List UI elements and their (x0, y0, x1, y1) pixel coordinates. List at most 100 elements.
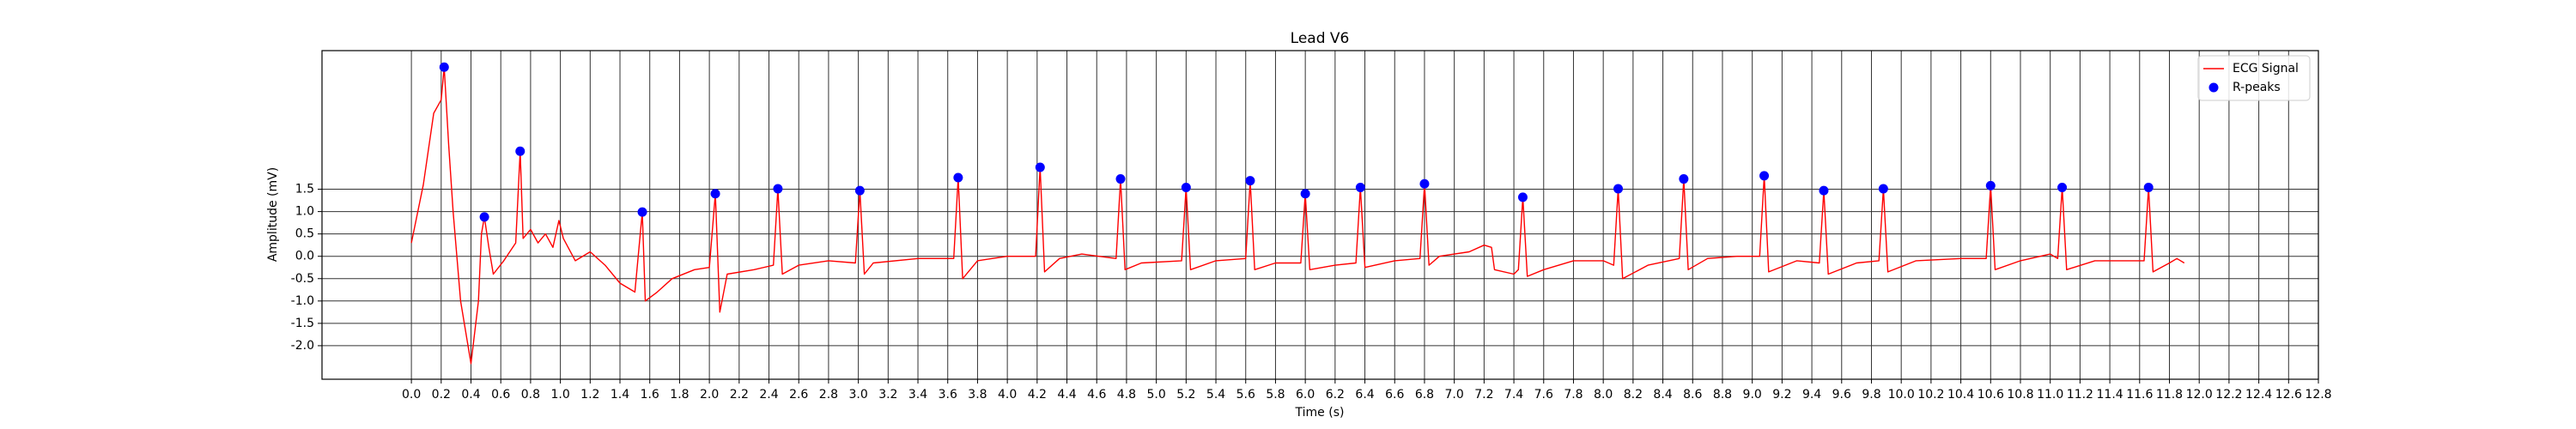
y-tick-label: 0.5 (295, 227, 314, 241)
x-tick-label: 9.6 (1832, 388, 1851, 402)
r-peak (2057, 182, 2068, 192)
r-peak (953, 172, 963, 183)
x-tick-label: 12.8 (2305, 388, 2331, 402)
x-tick-label: 0.4 (461, 388, 480, 402)
x-tick-label: 3.6 (939, 388, 957, 402)
r-peak (1245, 176, 1255, 186)
x-tick-label: 3.8 (968, 388, 987, 402)
ecg-line (410, 66, 2185, 365)
x-tick-label: 11.0 (2037, 388, 2063, 402)
r-peak (1181, 182, 1191, 192)
x-tick-label: 9.4 (1802, 388, 1821, 402)
y-tick-label: 1.5 (295, 183, 314, 196)
legend-label: ECG Signal (2233, 62, 2299, 76)
r-peak (1819, 185, 1829, 196)
x-tick-label: 1.4 (611, 388, 629, 402)
x-tick-label: 3.2 (878, 388, 897, 402)
r-peak (479, 212, 489, 222)
legend-marker (2208, 82, 2219, 93)
x-tick-label: 2.8 (819, 388, 838, 402)
x-tick-label: 9.2 (1772, 388, 1791, 402)
x-tick-label: 3.0 (848, 388, 867, 402)
x-tick-label: 0.6 (491, 388, 510, 402)
x-tick-label: 6.6 (1385, 388, 1404, 402)
y-tick-label: -2.0 (291, 339, 314, 353)
r-peak (1115, 174, 1126, 184)
y-tick-label: 1.0 (295, 205, 314, 219)
legend-label: R-peaks (2233, 81, 2281, 94)
r-peak (1878, 184, 1888, 194)
x-tick-label: 8.2 (1624, 388, 1643, 402)
x-tick-label: 1.6 (641, 388, 659, 402)
x-tick-label: 2.6 (789, 388, 808, 402)
x-tick-label: 9.0 (1743, 388, 1762, 402)
x-tick-label: 11.8 (2156, 388, 2183, 402)
x-tick-label: 0.8 (521, 388, 540, 402)
r-peak (710, 189, 720, 199)
r-peak (854, 185, 865, 196)
x-tick-label: 7.0 (1445, 388, 1464, 402)
x-tick-label: 11.2 (2067, 388, 2093, 402)
x-tick-label: 12.6 (2275, 388, 2302, 402)
x-tick-label: 8.4 (1653, 388, 1672, 402)
r-peak (515, 146, 526, 156)
r-peak (1419, 178, 1430, 189)
x-tick-label: 7.6 (1534, 388, 1553, 402)
x-tick-label: 5.2 (1176, 388, 1195, 402)
x-tick-label: 2.2 (730, 388, 749, 402)
x-tick-label: 6.2 (1326, 388, 1345, 402)
r-peak (439, 62, 449, 72)
x-tick-label: 8.8 (1713, 388, 1732, 402)
x-axis-label: Time (s) (1295, 406, 1345, 420)
y-tick-label: -1.5 (291, 317, 314, 330)
x-tick-label: 4.0 (998, 388, 1017, 402)
r-peak (773, 184, 783, 194)
r-peak (1355, 182, 1365, 192)
x-tick-label: 10.6 (1978, 388, 2004, 402)
x-tick-label: 6.4 (1355, 388, 1374, 402)
x-tick-label: 11.6 (2126, 388, 2153, 402)
x-tick-label: 11.4 (2097, 388, 2123, 402)
x-tick-label: 6.0 (1296, 388, 1315, 402)
x-tick-label: 8.0 (1594, 388, 1613, 402)
x-tick-label: 12.4 (2245, 388, 2272, 402)
x-tick-label: 10.4 (1947, 388, 1974, 402)
x-tick-label: 5.0 (1147, 388, 1166, 402)
chart-title: Lead V6 (1291, 30, 1350, 47)
r-peak (1613, 184, 1624, 194)
r-peak (1985, 180, 1996, 190)
x-tick-label: 0.2 (432, 388, 451, 402)
x-tick-label: 10.2 (1917, 388, 1944, 402)
r-peak (2143, 182, 2154, 192)
x-tick-label: 10.8 (2007, 388, 2033, 402)
x-tick-label: 5.6 (1236, 388, 1255, 402)
x-tick-label: 2.4 (759, 388, 778, 402)
x-tick-label: 1.8 (670, 388, 689, 402)
x-tick-label: 9.8 (1862, 388, 1880, 402)
y-axis-label: Amplitude (mV) (266, 167, 280, 262)
y-tick-label: -1.0 (291, 294, 314, 308)
r-peak (1300, 189, 1310, 199)
x-tick-label: 3.4 (908, 388, 927, 402)
x-tick-label: 7.2 (1474, 388, 1493, 402)
x-tick-label: 12.2 (2215, 388, 2242, 402)
x-tick-label: 0.0 (402, 388, 421, 402)
y-tick-label: 0.0 (295, 250, 314, 263)
x-tick-label: 1.0 (550, 388, 569, 402)
x-tick-label: 8.6 (1683, 388, 1702, 402)
x-tick-label: 12.0 (2186, 388, 2213, 402)
x-tick-label: 1.2 (580, 388, 599, 402)
x-tick-label: 7.8 (1564, 388, 1583, 402)
x-tick-label: 6.8 (1415, 388, 1434, 402)
r-peak (1759, 171, 1770, 181)
x-tick-label: 5.4 (1206, 388, 1225, 402)
plot-frame (321, 50, 2319, 380)
x-tick-label: 2.0 (700, 388, 719, 402)
r-peak (637, 207, 647, 217)
r-peak (1679, 174, 1689, 184)
y-tick-label: -0.5 (291, 272, 314, 286)
x-tick-label: 5.8 (1266, 388, 1285, 402)
r-peak (1517, 192, 1528, 202)
x-tick-label: 4.6 (1087, 388, 1106, 402)
